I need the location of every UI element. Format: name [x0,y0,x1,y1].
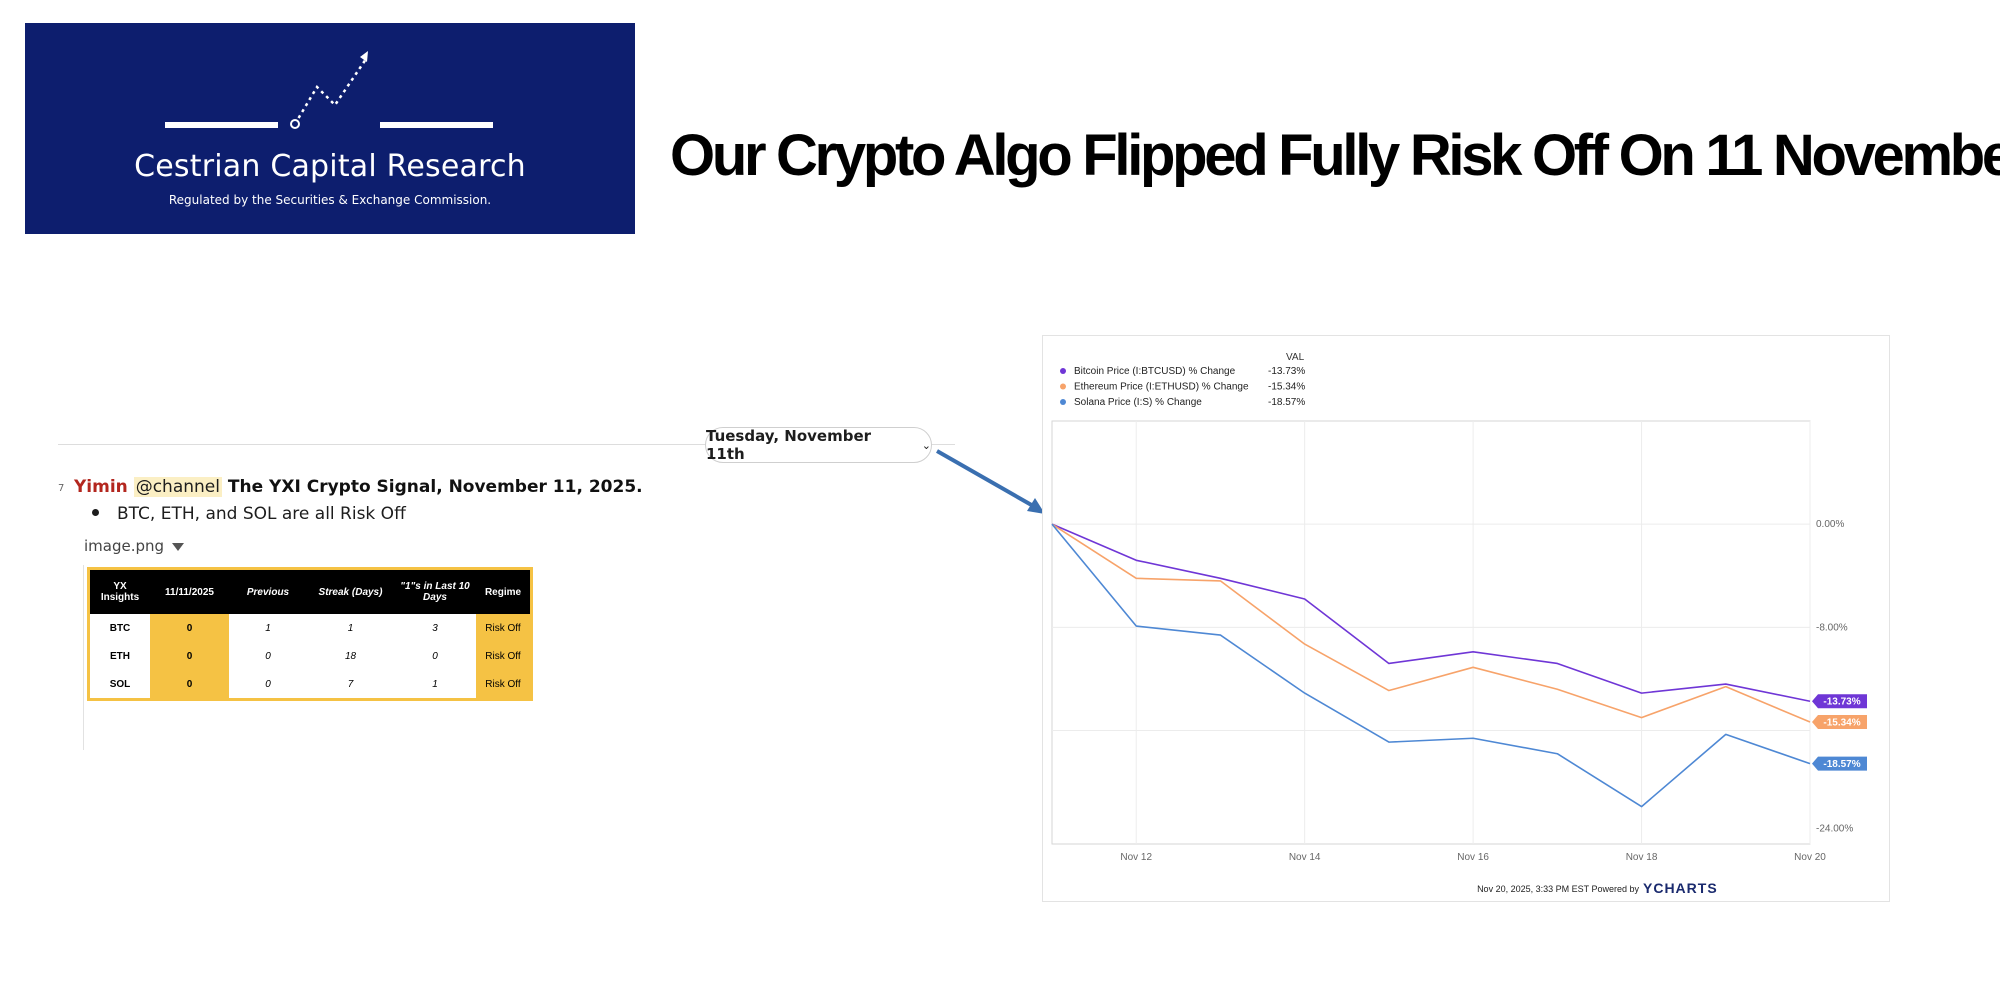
table-cell: Risk Off [476,614,532,642]
legend-marker [1060,368,1066,374]
table-cell: 0 [150,614,229,642]
price-change-chart: Nov 12 Nov 14 Nov 16 Nov 18 Nov 20 0.00% -8.00… [1042,335,1890,902]
series-line [1051,523,1811,808]
date-divider [58,444,955,445]
logo-company-name: Cestrian Capital Research [134,149,526,184]
end-value-tag [1812,694,1867,709]
table-cell: 7 [307,670,394,700]
table-cell: SOL [88,670,150,700]
signal-table: YX Insights 11/11/2025 Previous Streak (… [87,567,533,701]
series-line [1051,523,1811,723]
logo-regulated-text: Regulated by the Securities & Exchange C… [168,193,492,207]
column-header: YX Insights [88,568,150,614]
column-header: Previous [229,568,307,614]
legend-marker [1060,383,1066,390]
message-time: 7 [58,483,65,494]
table-cell: Risk Off [476,670,532,700]
attachment-toggle[interactable]: image.png [84,537,185,555]
column-header: Streak (Days) [307,568,394,614]
caret-down-icon [172,542,185,551]
table-cell: BTC [88,614,150,642]
column-header: Regime [476,568,532,614]
legend-marker [1060,399,1066,405]
table-cell: 3 [394,614,476,642]
page-title: Our Crypto Algo Flipped Fully Risk Off O… [670,123,2000,188]
message-bullet: BTC, ETH, and SOL are all Risk Off [92,504,406,524]
bullet-icon [92,508,99,516]
column-header: 11/11/2025 [150,568,229,614]
y-tick-label: 0.00% [1816,519,1844,530]
table-cell: 18 [307,642,394,670]
y-tick-label: -8.00% [1816,622,1848,633]
end-value-label: -15.34% [1823,718,1860,729]
table-cell: 1 [307,614,394,642]
pointer-arrow-icon [936,449,1045,514]
plot-frame [1051,420,1811,845]
legend-label: Ethereum Price (I:ETHUSD) % Change [1074,382,1249,393]
x-tick-label: Nov 16 [1457,852,1489,863]
date-label: Tuesday, November 11th [706,427,872,463]
attachment-name: image.png [84,537,165,555]
company-logo: Cestrian Capital Research Regulated by t… [25,23,635,234]
message-author[interactable]: Yimin [74,477,128,497]
date-jump-button[interactable]: Tuesday, November 11th ⌄ [705,427,932,463]
table-cell: 0 [229,670,307,700]
table-cell: ETH [88,642,150,670]
bullet-text: BTC, ETH, and SOL are all Risk Off [117,504,406,524]
table-row: BTC 0 1 1 3 Risk Off [88,614,532,642]
legend-header: VAL [1286,352,1305,363]
chart-canvas: Nov 12 Nov 14 Nov 16 Nov 18 Nov 20 0.00% -8.00… [1051,352,1867,896]
ycharts-logo: YCHARTS [1643,880,1718,896]
table-row: ETH 0 0 18 0 Risk Off [88,642,532,670]
table-cell: 1 [394,670,476,700]
end-value-tag [1812,715,1867,730]
legend-label: Solana Price (I:S) % Change [1074,397,1202,408]
table-header-row: YX Insights 11/11/2025 Previous Streak (… [88,568,532,614]
y-tick-label: -24.00% [1816,824,1853,835]
chevron-down-icon: ⌄ [921,438,931,452]
table-row: SOL 0 0 7 1 Risk Off [88,670,532,700]
x-tick-label: Nov 12 [1120,852,1152,863]
x-tick-label: Nov 18 [1626,852,1658,863]
legend-value: -18.57% [1268,397,1305,408]
logo-graphic [165,51,493,129]
table-cell: 0 [229,642,307,670]
message-header: Yimin @channel The YXI Crypto Signal, No… [74,477,643,497]
chart-footer: Nov 20, 2025, 3:33 PM EST Powered by [1477,884,1639,894]
end-value-label: -18.57% [1823,759,1860,770]
legend-value: -15.34% [1268,382,1305,393]
x-tick-label: Nov 14 [1289,852,1321,863]
table-cell: Risk Off [476,642,532,670]
table-cell: 0 [150,670,229,700]
series-line [1051,523,1811,703]
attachment-bar [83,565,84,750]
channel-mention[interactable]: @channel [133,477,222,497]
table-cell: 0 [394,642,476,670]
end-value-label: -13.73% [1823,697,1860,708]
legend-label: Bitcoin Price (I:BTCUSD) % Change [1074,366,1236,377]
message-text: The YXI Crypto Signal, November 11, 2025… [227,477,643,497]
legend-value: -13.73% [1268,366,1305,377]
column-header: "1"s in Last 10 Days [394,568,476,614]
table-cell: 1 [229,614,307,642]
end-value-tag [1812,756,1867,771]
table-cell: 0 [150,642,229,670]
x-tick-label: Nov 20 [1794,852,1826,863]
